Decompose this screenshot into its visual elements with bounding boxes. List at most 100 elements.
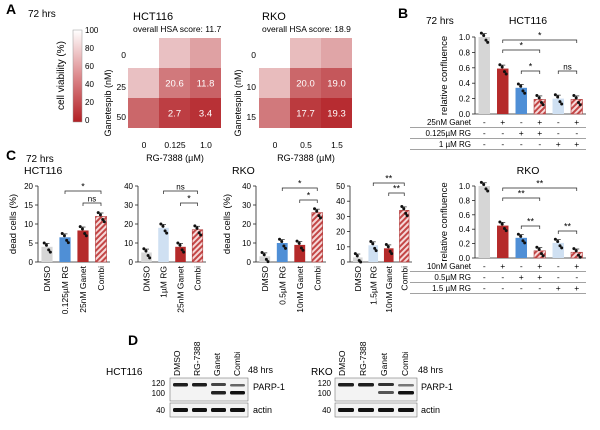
blot-lane-label: Combi xyxy=(232,351,242,376)
bar xyxy=(515,237,527,258)
data-point xyxy=(482,33,486,37)
blot-band xyxy=(358,408,374,412)
data-point xyxy=(319,216,323,220)
treatment-mark: + xyxy=(519,128,524,138)
bar-chart-b-hct116: 0.0 0.2 0.4 0.6 0.8 1.0 relative confluence HCT… xyxy=(410,15,586,150)
data-point xyxy=(374,249,378,253)
data-point xyxy=(537,96,541,100)
heatmap-rko-xlabel: RG-7388 (µM) xyxy=(277,153,335,163)
bar xyxy=(533,99,546,115)
data-point xyxy=(282,244,286,248)
significance-label: ** xyxy=(518,189,526,199)
significance-label: ** xyxy=(393,184,401,194)
heatmap-cell xyxy=(159,68,190,98)
significance-bracket xyxy=(557,230,578,234)
y-tick-label: 40 xyxy=(124,182,133,191)
significance-bracket xyxy=(502,49,541,53)
blot-band xyxy=(192,383,207,387)
y-tick-label: 0.2 xyxy=(459,240,471,249)
data-point xyxy=(84,234,88,238)
treatment-mark: + xyxy=(537,117,542,127)
treatment-mark: - xyxy=(520,261,523,271)
blot-lane-label: DMSO xyxy=(172,350,182,376)
heatmap-hct116-ytick: 50 xyxy=(117,112,127,122)
data-point xyxy=(516,232,520,236)
x-category-label: 0.125µM RG xyxy=(60,266,70,314)
x-category-label: Combi xyxy=(399,266,409,291)
y-tick-label: 30 xyxy=(336,212,345,221)
data-point xyxy=(560,102,564,106)
treatment-mark: - xyxy=(501,272,504,282)
y-tick-label: 20 xyxy=(24,182,33,191)
data-point xyxy=(195,226,199,230)
blot-band-label: PARP-1 xyxy=(253,382,285,392)
y-tick-label: 50 xyxy=(336,182,345,191)
data-point xyxy=(500,222,504,226)
bar xyxy=(497,68,509,114)
heatmap-hct116-ylabel: Ganetespib (nM) xyxy=(103,69,113,136)
y-tick-label: 0 xyxy=(29,258,34,267)
data-point xyxy=(539,100,543,104)
blot-lane-label: Ganet xyxy=(212,352,222,376)
blot-rko-cell-line: RKO xyxy=(311,367,333,378)
data-point xyxy=(98,213,102,217)
y-axis-label: dead cells (%) xyxy=(222,194,233,254)
data-point xyxy=(353,252,357,256)
y-tick-label: 0.4 xyxy=(459,79,471,88)
bar xyxy=(383,248,394,262)
x-category-label: DMSO xyxy=(42,266,52,292)
treatment-mark: + xyxy=(537,128,542,138)
colorbar-tick: 100 xyxy=(85,26,99,35)
data-point xyxy=(504,72,508,76)
heatmap-rko-xtick: 0 xyxy=(273,140,278,150)
blot-rko-bands xyxy=(338,383,414,412)
heatmap-cell xyxy=(259,98,290,128)
heatmap-cell xyxy=(321,68,352,98)
data-point xyxy=(498,63,502,67)
y-tick-label: 0 xyxy=(341,258,346,267)
data-point xyxy=(484,187,488,191)
data-point xyxy=(266,260,270,264)
blot-rko-actin-membrane xyxy=(334,402,418,418)
data-point xyxy=(558,244,562,248)
treatment-mark: - xyxy=(557,272,560,282)
data-point xyxy=(482,183,486,187)
data-point xyxy=(264,257,268,261)
blot-band xyxy=(338,383,354,387)
data-point xyxy=(373,246,377,250)
data-point xyxy=(556,239,560,243)
significance-label: * xyxy=(529,62,533,72)
significance-label: ** xyxy=(536,179,544,189)
bar xyxy=(552,242,564,258)
heatmap-hct116-xlabel: RG-7388 (µM) xyxy=(146,153,204,163)
treatment-mark: - xyxy=(501,283,504,293)
data-point xyxy=(159,222,163,226)
heatmap-cell-value: 17.7 xyxy=(296,109,315,120)
data-point xyxy=(65,238,69,242)
bar xyxy=(59,237,71,262)
significance-bracket xyxy=(64,190,102,194)
blot-lane-label: RG-7388 xyxy=(358,341,368,376)
treatment-mark: - xyxy=(483,128,486,138)
bar xyxy=(158,227,169,262)
x-category-label: DMSO xyxy=(142,266,152,292)
x-category-label: Combi xyxy=(312,266,322,291)
treatment-mark: - xyxy=(575,128,578,138)
y-tick-label: 0.0 xyxy=(459,254,471,263)
heatmap-rko-xtick: 1.5 xyxy=(331,140,343,150)
significance-label: ** xyxy=(527,217,535,227)
bar xyxy=(478,37,490,114)
data-point xyxy=(521,89,525,93)
x-category-label: 1.5µM RG xyxy=(368,266,378,305)
data-point xyxy=(576,253,580,257)
bar xyxy=(77,230,89,262)
heatmap-rko: 20.0 19.0 17.7 19.3 xyxy=(259,38,352,128)
significance-bracket xyxy=(557,70,578,74)
heatmap-cell xyxy=(259,38,290,68)
y-tick-label: 40 xyxy=(242,182,251,191)
bar xyxy=(478,186,490,258)
chart-title: RKO xyxy=(232,165,255,177)
treatment-mark: + xyxy=(519,272,524,282)
treatment-mark: + xyxy=(537,261,542,271)
x-category-label: 10nM Ganet xyxy=(295,265,305,312)
